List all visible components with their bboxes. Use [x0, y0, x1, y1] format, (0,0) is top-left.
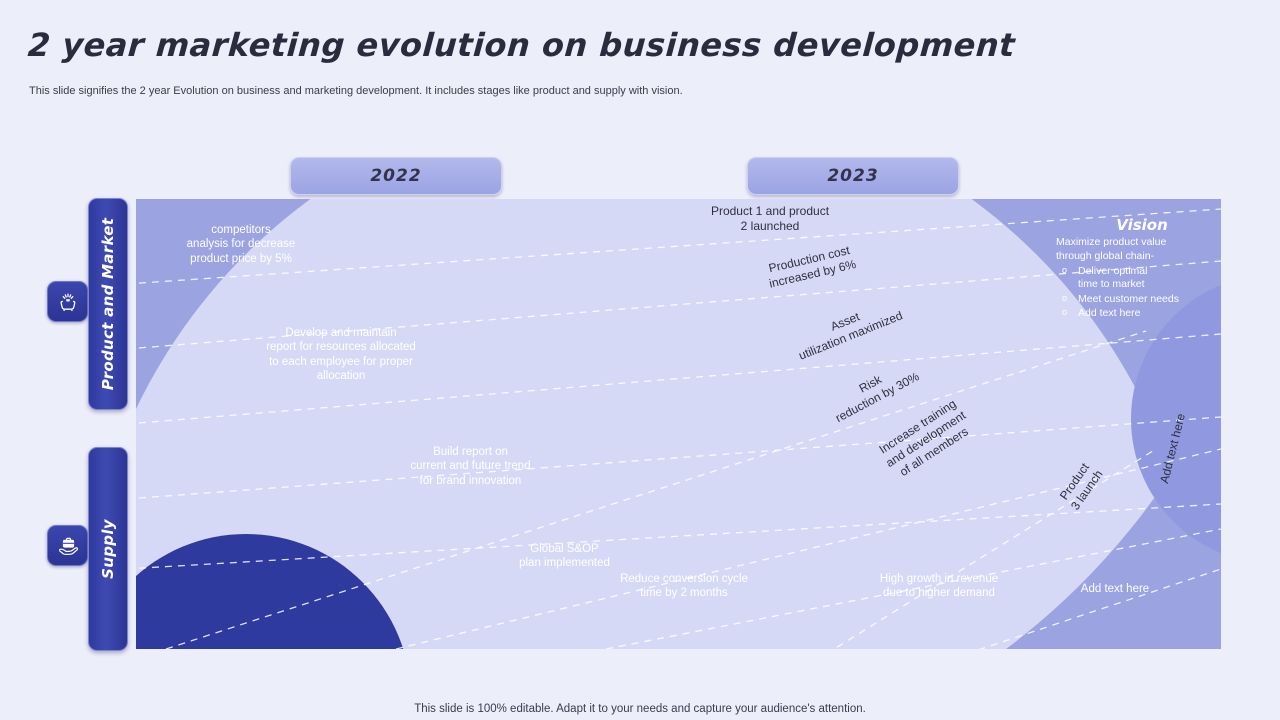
hand-briefcase-icon — [47, 525, 88, 566]
page-subtitle: This slide signifies the 2 year Evolutio… — [29, 85, 683, 97]
hands-product-icon — [47, 281, 88, 322]
vision-title: Vision — [1116, 216, 1168, 234]
sidebar-item-product-and-market-label: Product and Market — [99, 217, 118, 391]
year-badge-2022[interactable]: 2022 — [290, 157, 502, 195]
vision-list: Deliver optimal time to market Meet cust… — [1056, 265, 1221, 320]
sidebar-item-supply[interactable]: Supply — [88, 447, 128, 651]
page-title: 2 year marketing evolution on business d… — [26, 26, 1017, 64]
year-badge-2023[interactable]: 2023 — [747, 157, 959, 195]
vision-panel: Vision Maximize product value through gl… — [1056, 216, 1221, 321]
divider-lines — [136, 208, 1221, 649]
accent-circle-dark — [136, 534, 404, 649]
timeline-diagram: competitors analysis for decrease produc… — [136, 199, 1221, 649]
vision-circle — [1131, 284, 1221, 554]
timeline-svg — [136, 199, 1221, 649]
year-badge-2023-label: 2023 — [827, 166, 879, 186]
outer-ring-lower-right — [1006, 384, 1221, 649]
vision-list-item: Meet customer needs — [1056, 293, 1221, 306]
sidebar-item-product-and-market[interactable]: Product and Market — [88, 198, 128, 410]
vision-list-item: Add text here — [1056, 307, 1221, 320]
sector-2023-fan — [136, 199, 1201, 649]
vision-lead: Maximize product value through global ch… — [1056, 236, 1167, 262]
slide-footer-note: This slide is 100% editable. Adapt it to… — [414, 703, 866, 715]
vision-list-item: Deliver optimal time to market — [1056, 265, 1221, 291]
year-badge-2022-label: 2022 — [370, 166, 422, 186]
sidebar-item-supply-label: Supply — [99, 519, 117, 579]
